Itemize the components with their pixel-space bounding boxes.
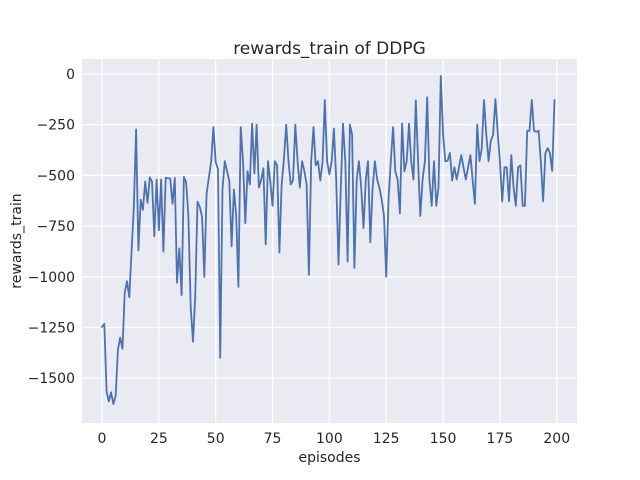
chart-title: rewards_train of DDPG bbox=[233, 39, 426, 59]
y-tick-label: −1000 bbox=[28, 270, 75, 286]
y-tick-label: −1500 bbox=[28, 371, 75, 387]
x-tick-label: 0 bbox=[98, 431, 107, 447]
x-tick-label: 150 bbox=[430, 431, 457, 447]
y-tick-label: 0 bbox=[66, 67, 75, 83]
series-line bbox=[101, 75, 556, 406]
y-tick-label: −750 bbox=[37, 219, 75, 235]
x-tick-label: 75 bbox=[264, 431, 282, 447]
y-tick-label: −1250 bbox=[28, 320, 75, 336]
x-tick-label: 200 bbox=[543, 431, 570, 447]
x-tick-label: 175 bbox=[487, 431, 514, 447]
x-tick-label: 50 bbox=[207, 431, 225, 447]
x-axis-label: episodes bbox=[298, 450, 361, 466]
y-tick-label: −250 bbox=[37, 118, 75, 134]
y-axis-label: rewards_train bbox=[9, 193, 25, 289]
x-tick-label: 125 bbox=[373, 431, 400, 447]
y-tick-label: −500 bbox=[37, 168, 75, 184]
x-tick-label: 25 bbox=[150, 431, 168, 447]
x-tick-label: 100 bbox=[316, 431, 343, 447]
